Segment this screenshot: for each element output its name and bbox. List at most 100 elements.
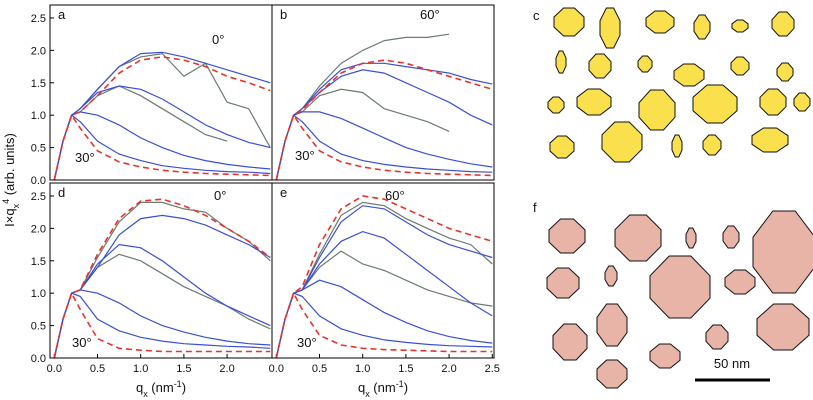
x-tick-label: 0.5	[90, 363, 105, 375]
particle	[637, 55, 653, 73]
particle	[599, 7, 621, 49]
data-line	[53, 114, 271, 180]
particle	[705, 324, 729, 350]
data-line	[53, 113, 271, 180]
particle	[724, 269, 756, 295]
data-line	[275, 291, 493, 358]
x-tick-label: 1.0	[133, 363, 148, 375]
annotation: 60°	[420, 7, 440, 22]
particle	[604, 265, 618, 287]
y-tick-label: 0.0	[31, 353, 46, 365]
data-line	[275, 113, 493, 180]
y-tick-label: 0.5	[31, 321, 46, 333]
panel-label: a	[58, 7, 66, 22]
particle	[576, 88, 612, 116]
particle	[649, 343, 681, 369]
x-tick-label: 0.5	[312, 363, 327, 375]
data-line	[275, 59, 493, 180]
annotation: 0°	[214, 188, 226, 203]
scale-bar-label: 50 nm	[714, 356, 750, 371]
panel: 0.0 0.5 1.0 1.5 2.0 2.5 e 60° 30°	[269, 182, 500, 375]
panel-label: b	[280, 7, 287, 22]
particle	[671, 134, 683, 158]
particle	[673, 63, 705, 87]
x-label-part: q	[358, 380, 365, 395]
plot-frame	[49, 182, 273, 359]
particle	[759, 88, 787, 116]
annotation: 30°	[295, 148, 315, 163]
y-tick-label: 2.5	[31, 13, 46, 25]
particle	[731, 19, 749, 33]
y-label-part: (arb. units)	[2, 133, 17, 199]
y-tick-label: 1.0	[31, 288, 46, 300]
y-label-part: I×q	[2, 208, 17, 226]
panel-label: e	[280, 185, 287, 200]
y-tick-label: 1.5	[31, 256, 46, 268]
x-label-part: )	[404, 380, 408, 395]
particle	[692, 84, 738, 124]
x-tick-label: 2.5	[485, 363, 500, 375]
annotation: 30°	[297, 335, 317, 350]
data-line	[275, 292, 493, 358]
particle	[596, 303, 628, 347]
particle	[702, 134, 722, 156]
data-line	[275, 88, 450, 180]
y-tick-label: 1.0	[31, 110, 46, 122]
y-tick-label: 2.0	[31, 45, 46, 57]
particle	[776, 62, 794, 82]
annotation: 30°	[72, 335, 92, 350]
x-axis-label: qx (nm-1)	[136, 379, 186, 399]
particle	[588, 53, 612, 79]
particle	[546, 267, 580, 299]
x-label-part: )	[182, 380, 186, 395]
x-tick-label: 2.0	[219, 363, 234, 375]
x-tick-label: 1.5	[176, 363, 191, 375]
particle	[596, 359, 628, 389]
particle	[555, 50, 567, 74]
y-tick-label: 2.0	[31, 223, 46, 235]
particle	[751, 127, 789, 153]
data-line	[275, 69, 493, 180]
particle	[638, 89, 676, 131]
data-line	[53, 292, 271, 358]
x-label-part: (nm	[370, 380, 396, 395]
particle	[614, 214, 662, 262]
particle	[730, 56, 750, 76]
x-tick-label: 0.0	[269, 363, 284, 375]
x-label-part: -1	[174, 379, 182, 389]
particle	[548, 218, 586, 254]
x-tick-label: 0.0	[47, 363, 62, 375]
particle	[722, 225, 740, 249]
y-tick-label: 2.5	[31, 191, 46, 203]
x-label-part: -1	[396, 379, 404, 389]
data-line	[53, 198, 271, 358]
particle	[645, 10, 675, 34]
x-label-part: x	[143, 389, 148, 399]
annotation: 0°	[212, 32, 224, 47]
particle	[601, 121, 643, 163]
particle	[693, 14, 711, 40]
particle	[793, 92, 811, 112]
panel-label: d	[58, 185, 65, 200]
particle	[752, 210, 813, 294]
data-line	[275, 195, 493, 358]
data-line	[53, 111, 271, 180]
particle	[549, 135, 575, 159]
data-line	[275, 114, 493, 180]
particle	[649, 255, 711, 319]
panel: 0.0 0.5 1.0 1.5 2.0 2.5 a 0° 30°	[31, 4, 273, 187]
panel: b 60° 30°	[271, 4, 495, 181]
annotation: 60°	[385, 188, 405, 203]
particle	[756, 303, 810, 351]
particle	[547, 96, 565, 114]
annotation: 30°	[75, 150, 95, 165]
y-axis-label: I×qx4 (arb. units)	[1, 133, 21, 227]
x-tick-label: 1.5	[398, 363, 413, 375]
x-label-part: x	[365, 389, 370, 399]
data-line	[53, 291, 271, 358]
panel: 0.0 0.5 1.0 1.5 2.0 2.5 0.0 0.5 1.0 1.5 2.0 d 0° 30°	[31, 182, 273, 375]
particle	[771, 11, 795, 37]
x-axis-label: qx (nm-1)	[358, 379, 408, 399]
y-tick-label: 0.0	[31, 175, 46, 187]
